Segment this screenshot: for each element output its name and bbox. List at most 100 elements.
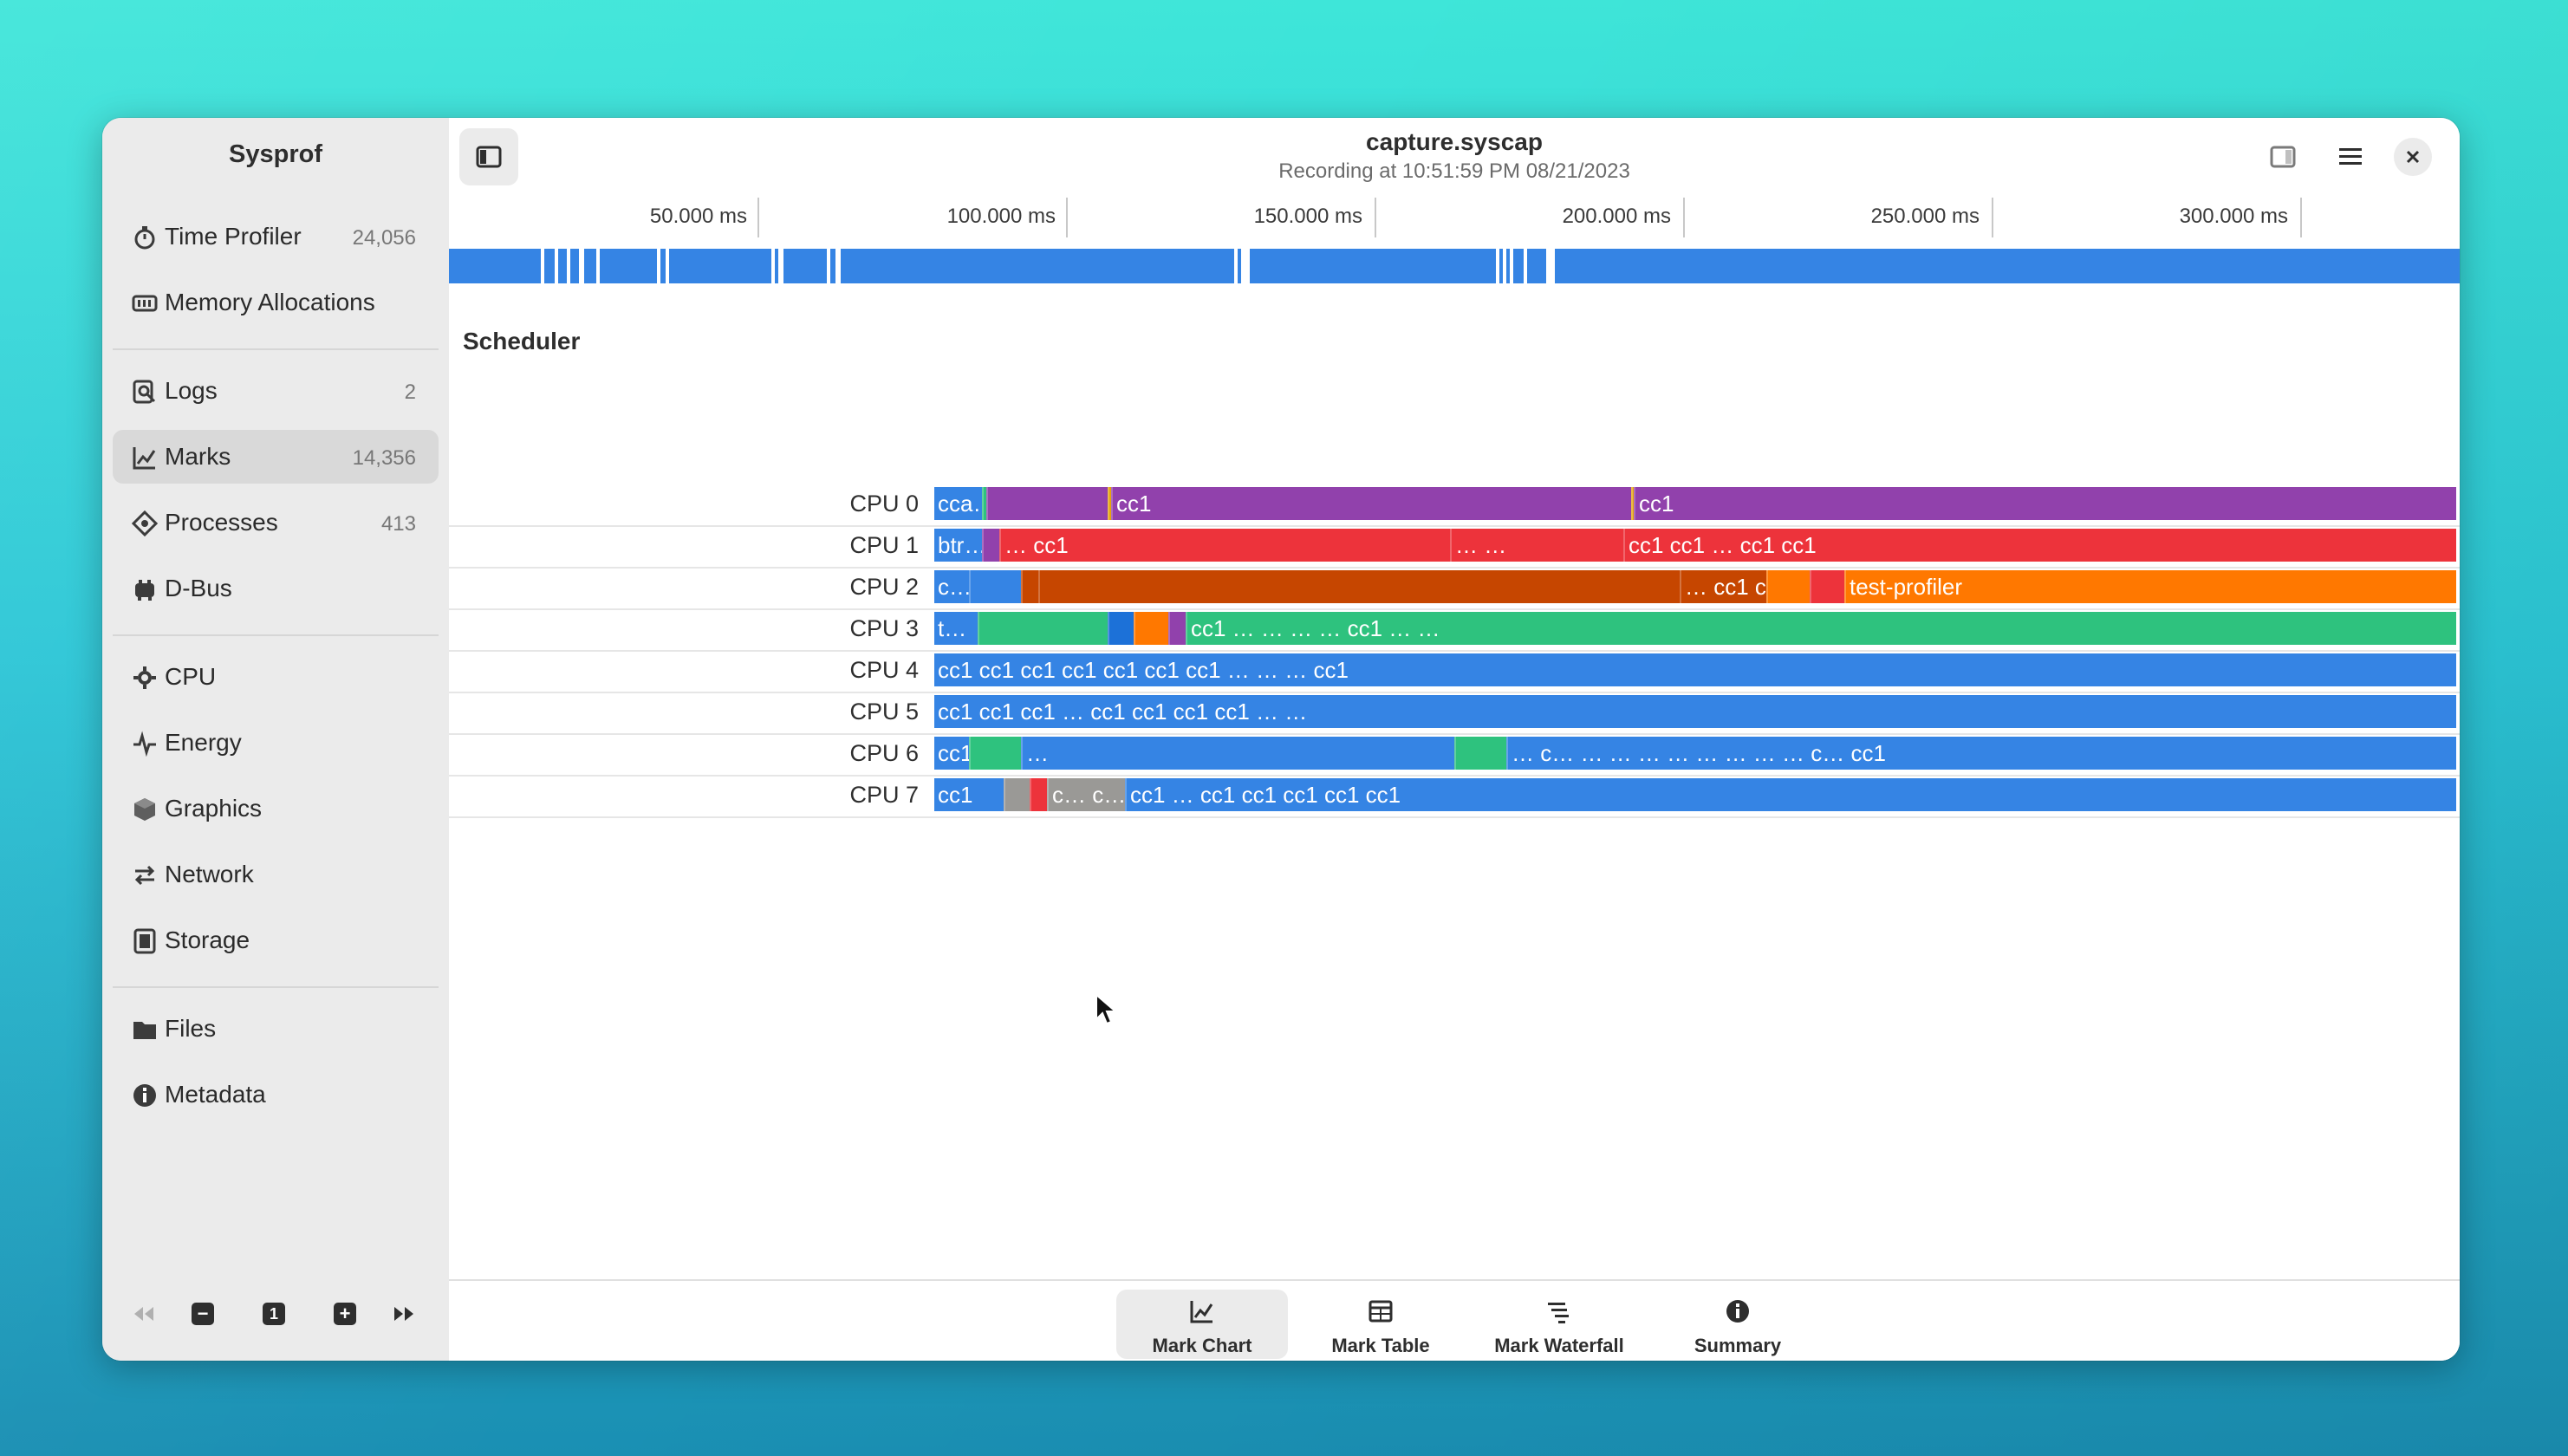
cpu-track[interactable]: btr… … cc1 … … cc1 cc1 … cc1 cc1 — [934, 529, 2456, 562]
schedule-segment[interactable] — [1108, 487, 1113, 520]
toggle-details-button[interactable] — [2253, 128, 2312, 185]
tab-mark-chart[interactable]: Mark Chart — [1116, 1290, 1288, 1359]
schedule-segment[interactable]: t… — [934, 612, 978, 645]
sidebar-divider — [113, 348, 439, 350]
table-icon — [1369, 1300, 1393, 1323]
schedule-segment[interactable]: cc1 cc1 … cc1 cc1 — [1623, 529, 2456, 562]
schedule-segment[interactable] — [1108, 612, 1135, 645]
schedule-segment[interactable] — [982, 529, 1001, 562]
cpu-track[interactable]: c… … cc1 cc1 cc1 test-profiler — [934, 570, 2456, 603]
ruler-tick — [2300, 198, 2302, 237]
tab-mark-table[interactable]: Mark Table — [1295, 1290, 1466, 1359]
sidebar-item-graphics[interactable]: Graphics — [113, 782, 439, 835]
cpu-row[interactable]: CPU 3 t… cc1 … … … … cc1 … … — [449, 608, 2460, 652]
cpu-row[interactable]: CPU 4 cc1 cc1 cc1 cc1 cc1 cc1 cc1 … … … c… — [449, 650, 2460, 693]
cpu-row[interactable]: CPU 1 btr… … cc1 … … cc1 cc1 … cc1 cc1 — [449, 525, 2460, 569]
schedule-segment[interactable]: cc1 cc1 cc1 cc1 cc1 cc1 cc1 … … … cc1 — [934, 653, 2456, 686]
sidebar-item-metadata[interactable]: Metadata — [113, 1068, 439, 1121]
tab-label: Mark Chart — [1152, 1335, 1252, 1356]
pulse-icon — [133, 731, 156, 757]
cpu-row[interactable]: CPU 7 cc1 c… c… cc1 … cc1 cc1 cc1 cc1 cc1 — [449, 775, 2460, 818]
cpu-row[interactable]: CPU 5 cc1 cc1 cc1 … cc1 cc1 cc1 cc1 … … — [449, 692, 2460, 735]
sidebar-item-logs[interactable]: Logs 2 — [113, 364, 439, 418]
schedule-segment[interactable] — [1810, 570, 1846, 603]
schedule-segment[interactable] — [986, 487, 1109, 520]
schedule-segment[interactable] — [1021, 570, 1040, 603]
cpu-track[interactable]: cc1 cc1 cc1 … cc1 cc1 cc1 cc1 … … — [934, 695, 2456, 728]
sidebar-item-memory-allocations[interactable]: Memory Allocations — [113, 276, 439, 329]
segment-label: … c… … … … … … … … … c… cc1 — [1512, 740, 1886, 766]
schedule-segment[interactable] — [1454, 737, 1508, 770]
schedule-segment[interactable] — [1168, 612, 1187, 645]
overview-gap — [827, 249, 830, 283]
cpu-track[interactable]: cca… cc1 cc1 — [934, 487, 2456, 520]
schedule-segment[interactable]: cc1 … cc1 cc1 cc1 cc1 cc1 — [1125, 778, 2456, 811]
cpu-track[interactable]: cc1 … … c… … … … … … … … … c… cc1 — [934, 737, 2456, 770]
close-button[interactable] — [2383, 128, 2442, 185]
schedule-segment[interactable]: test-profiler — [1844, 570, 2456, 603]
sidebar-item-label: Metadata — [165, 1081, 266, 1108]
schedule-segment[interactable] — [1631, 487, 1635, 520]
schedule-segment[interactable]: … cc1 — [999, 529, 1452, 562]
schedule-segment[interactable]: cc1 — [1634, 487, 2456, 520]
schedule-segment[interactable]: … … — [1450, 529, 1625, 562]
cpu-row[interactable]: CPU 0 cca… cc1 cc1 — [449, 484, 2460, 527]
schedule-segment[interactable] — [1030, 778, 1049, 811]
main-content: capture.syscap Recording at 10:51:59 PM … — [449, 118, 2460, 1361]
schedule-segment[interactable]: … cc1 cc1 cc1 — [1680, 570, 1831, 603]
cpu-row[interactable]: CPU 6 cc1 … … c… … … … … … … … … c… cc1 — [449, 733, 2460, 777]
schedule-segment[interactable]: c… c… — [1047, 778, 1127, 811]
cpu-track[interactable]: cc1 cc1 cc1 cc1 cc1 cc1 cc1 … … … cc1 — [934, 653, 2456, 686]
schedule-segment[interactable]: cc1 — [934, 737, 972, 770]
schedule-segment[interactable] — [982, 487, 988, 520]
segment-label: … … — [1455, 532, 1507, 558]
zoom-out-button[interactable]: − — [187, 1298, 218, 1329]
sidebar-item-label: Marks — [165, 443, 231, 470]
schedule-segment[interactable]: … — [1021, 737, 1456, 770]
schedule-segment[interactable]: c… — [934, 570, 972, 603]
seek-forward-button[interactable] — [388, 1298, 419, 1329]
schedule-segment[interactable]: cc1 — [934, 778, 1004, 811]
schedule-segment[interactable]: … c… … … … … … … … … c… cc1 — [1506, 737, 2456, 770]
sidebar-item-marks[interactable]: Marks 14,356 — [113, 430, 439, 484]
schedule-segment[interactable]: cc1 … … … … cc1 … … — [1186, 612, 2456, 645]
segment-label: btr… — [938, 532, 987, 558]
schedule-segment[interactable]: cc1 cc1 cc1 … cc1 cc1 cc1 cc1 … … — [934, 695, 2456, 728]
schedule-segment[interactable]: btr… — [934, 529, 986, 562]
time-overview-strip[interactable] — [449, 249, 2460, 283]
sidebar-item-storage[interactable]: Storage — [113, 913, 439, 967]
cpu-label: CPU 3 — [849, 615, 919, 641]
sidebar-item-cpu[interactable]: CPU — [113, 650, 439, 704]
schedule-segment[interactable] — [978, 612, 1109, 645]
cpu-track[interactable]: t… cc1 … … … … cc1 … … — [934, 612, 2456, 645]
segment-label: cc1 — [1116, 491, 1152, 517]
sidebar-item-files[interactable]: Files — [113, 1002, 439, 1056]
sidebar-item-dbus[interactable]: D-Bus — [113, 562, 439, 615]
schedule-segment[interactable] — [969, 737, 1023, 770]
sidebar-item-processes[interactable]: Processes 413 — [113, 496, 439, 549]
schedule-segment[interactable]: cca… — [934, 487, 995, 520]
ruler-tick-label: 50.000 ms — [649, 205, 747, 228]
segment-label: cc1 — [1639, 491, 1674, 517]
toggle-sidebar-button[interactable] — [459, 128, 518, 185]
sidebar-item-energy[interactable]: Energy — [113, 716, 439, 770]
tab-mark-waterfall[interactable]: Mark Waterfall — [1473, 1290, 1645, 1359]
schedule-segment[interactable] — [1134, 612, 1170, 645]
zoom-reset-button[interactable]: 1 — [258, 1298, 289, 1329]
cpu-row[interactable]: CPU 2 c… … cc1 cc1 cc1 test-profiler — [449, 567, 2460, 610]
tab-summary[interactable]: Summary — [1652, 1290, 1824, 1359]
seek-back-button[interactable] — [128, 1298, 159, 1329]
sidebar-item-time-profiler[interactable]: Time Profiler 24,056 — [113, 210, 439, 263]
schedule-segment[interactable] — [1004, 778, 1031, 811]
main-menu-button[interactable] — [2321, 128, 2380, 185]
zoom-in-button[interactable]: + — [329, 1298, 361, 1329]
cpu-label: CPU 6 — [849, 740, 919, 766]
schedule-segment[interactable] — [1038, 570, 1681, 603]
overview-gap — [1546, 249, 1555, 283]
schedule-segment[interactable] — [1766, 570, 1811, 603]
schedule-segment[interactable] — [969, 570, 1023, 603]
schedule-segment[interactable]: cc1 — [1111, 487, 1633, 520]
cpu-track[interactable]: cc1 c… c… cc1 … cc1 cc1 cc1 cc1 cc1 — [934, 778, 2456, 811]
ruler-tick — [1992, 198, 1993, 237]
sidebar-item-network[interactable]: Network — [113, 848, 439, 901]
